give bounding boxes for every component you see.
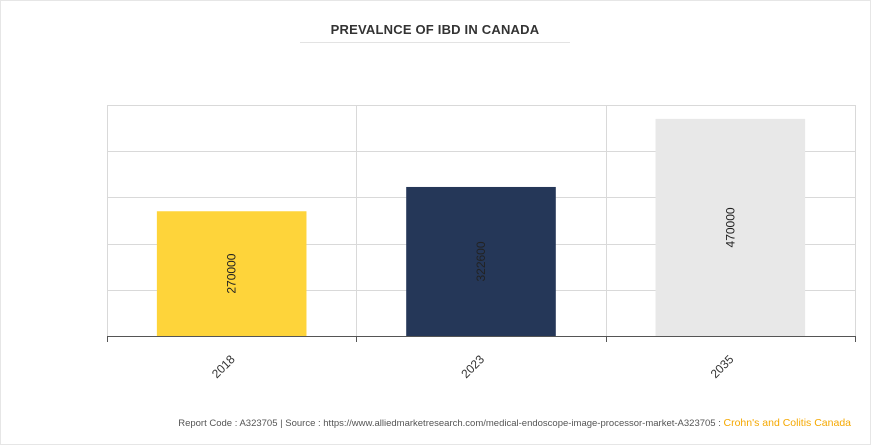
x-tick-label: 2018 (209, 352, 238, 381)
footer: Report Code : A323705 | Source : https:/… (178, 417, 851, 429)
source-brand: Crohn's and Colitis Canada (723, 417, 852, 429)
bar-2018 (156, 211, 307, 336)
title-underline (300, 42, 570, 43)
bar-value-label: 270000 (225, 253, 239, 293)
source-text: Source : https://www.alliedmarketresearc… (285, 418, 721, 429)
bar-value-label: 322600 (474, 241, 488, 281)
footer-separator: | (280, 418, 283, 429)
bar-2023 (406, 186, 556, 336)
bar-2035 (655, 118, 806, 336)
report-code: Report Code : A323705 (178, 418, 278, 429)
bar-value-label: 470000 (723, 207, 737, 247)
chart-title: PREVALNCE OF IBD IN CANADA (330, 22, 540, 37)
x-tick-label: 2035 (708, 352, 737, 381)
x-tick-label: 2023 (458, 352, 487, 381)
